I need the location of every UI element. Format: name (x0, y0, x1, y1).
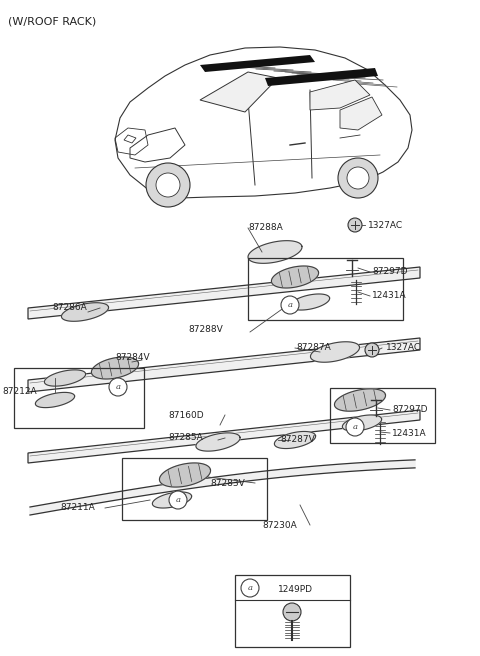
Polygon shape (92, 357, 139, 379)
Text: 87230A: 87230A (262, 520, 297, 529)
Text: 87284V: 87284V (115, 354, 150, 363)
Text: 87160D: 87160D (168, 411, 204, 419)
Polygon shape (30, 460, 415, 515)
Polygon shape (340, 97, 382, 130)
Polygon shape (28, 338, 420, 392)
Circle shape (241, 579, 259, 597)
Polygon shape (272, 266, 319, 288)
Text: 87286A: 87286A (52, 304, 87, 312)
Text: 87283V: 87283V (210, 478, 245, 487)
Text: a: a (116, 383, 120, 391)
Polygon shape (28, 410, 420, 463)
Text: a: a (288, 301, 292, 309)
Polygon shape (200, 55, 315, 72)
Polygon shape (200, 72, 278, 112)
Text: 12431A: 12431A (372, 291, 407, 300)
Text: 87297D: 87297D (372, 268, 408, 276)
Circle shape (109, 378, 127, 396)
Circle shape (338, 158, 378, 198)
Text: 87288A: 87288A (248, 224, 283, 232)
Polygon shape (335, 389, 385, 411)
Polygon shape (248, 241, 302, 263)
Polygon shape (28, 267, 420, 319)
Polygon shape (159, 463, 211, 487)
Text: 1327AC: 1327AC (386, 344, 421, 352)
Text: 87287V: 87287V (280, 436, 315, 445)
Polygon shape (275, 432, 316, 449)
Circle shape (365, 343, 379, 357)
Text: 87212A: 87212A (2, 388, 36, 396)
Circle shape (281, 296, 299, 314)
Polygon shape (342, 415, 382, 431)
Polygon shape (36, 392, 74, 407)
Text: 1327AC: 1327AC (368, 220, 403, 230)
Text: 87288V: 87288V (188, 325, 223, 335)
Text: a: a (176, 496, 180, 504)
Circle shape (348, 218, 362, 232)
Text: 87287A: 87287A (296, 344, 331, 352)
Text: (W/ROOF RACK): (W/ROOF RACK) (8, 16, 96, 26)
Text: 87211A: 87211A (60, 504, 95, 512)
Circle shape (346, 418, 364, 436)
Polygon shape (61, 302, 108, 321)
Polygon shape (290, 294, 330, 310)
Text: 1249PD: 1249PD (278, 586, 313, 594)
Text: a: a (352, 423, 358, 431)
Polygon shape (45, 370, 85, 386)
Circle shape (169, 491, 187, 509)
Text: 12431A: 12431A (392, 428, 427, 438)
Polygon shape (310, 80, 370, 110)
Polygon shape (196, 433, 240, 451)
Polygon shape (115, 47, 412, 198)
FancyBboxPatch shape (235, 575, 350, 647)
Polygon shape (311, 342, 360, 362)
Polygon shape (265, 68, 378, 86)
Text: 87285A: 87285A (168, 434, 203, 443)
Text: a: a (248, 584, 252, 592)
Circle shape (146, 163, 190, 207)
Circle shape (156, 173, 180, 197)
Circle shape (283, 603, 301, 621)
Polygon shape (152, 492, 192, 508)
Circle shape (347, 167, 369, 189)
Text: 87297D: 87297D (392, 405, 428, 415)
